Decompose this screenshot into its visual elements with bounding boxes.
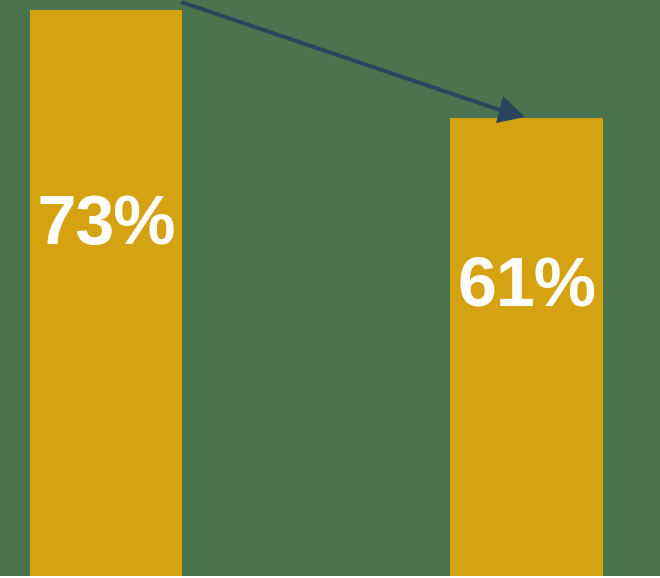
bar-second-value-label: 61% — [457, 243, 596, 321]
bar-first: 73% — [30, 10, 182, 576]
bar-first-value-label: 73% — [37, 181, 175, 259]
bar-second: 61% — [450, 118, 603, 576]
